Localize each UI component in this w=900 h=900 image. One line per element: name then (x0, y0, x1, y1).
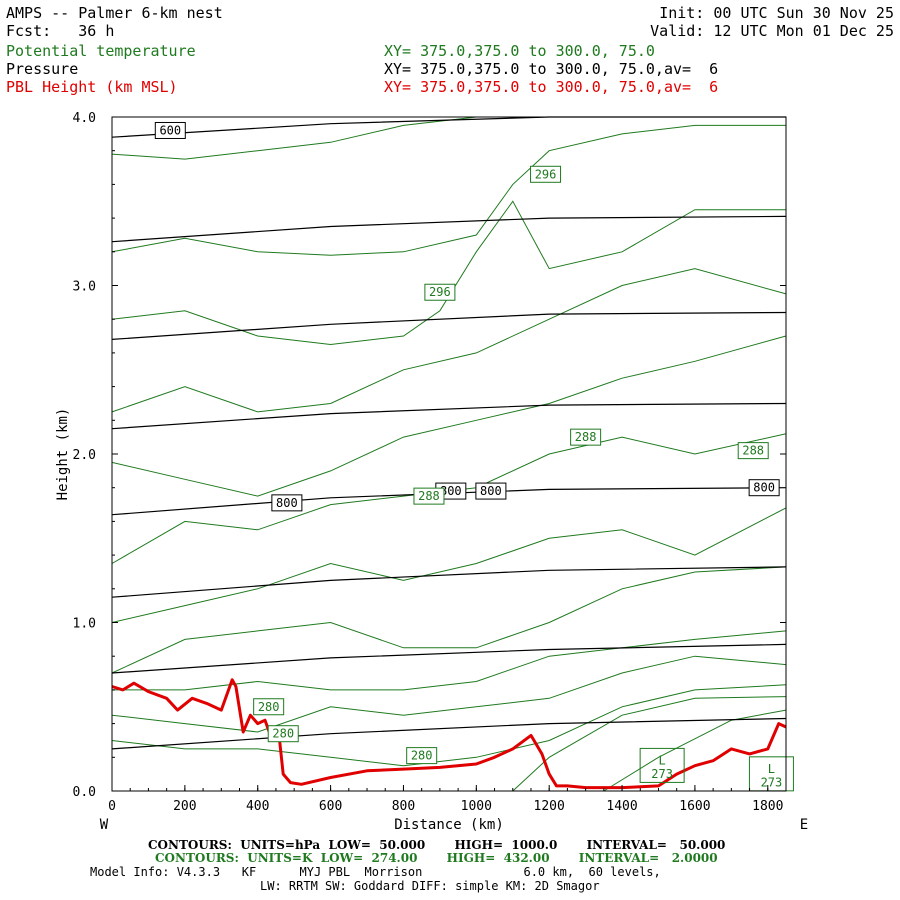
pressure-contour-6 (111, 215, 787, 243)
theta-label-7-box (406, 747, 438, 765)
theta-label-7: 280 (411, 749, 433, 763)
footer-pressure-contours: CONTOURS: UNITS=hPa LOW= 50.000 HIGH= 10… (148, 838, 726, 852)
plot-frame (111, 116, 787, 792)
legend-theta-xy: XY= 375.0,375.0 to 300.0, 75.0 (384, 42, 655, 60)
pressure-contour-7 (111, 116, 786, 138)
low-label-0: L (659, 754, 666, 768)
theta-label-0: 296 (535, 167, 557, 181)
theta-contour-11 (512, 696, 787, 792)
footer-theta-contours: CONTOURS: UNITS=K LOW= 274.00 HIGH= 432.… (155, 851, 718, 865)
theta-label-2-box (570, 428, 602, 446)
x-tick-label-1: 200 (173, 799, 196, 814)
pressure-label-4-box (748, 479, 780, 497)
theta-label-0-box (530, 165, 562, 183)
theta-label-4: 288 (418, 489, 440, 503)
theta-contour-4 (111, 335, 787, 497)
x-tick-label-5: 1000 (461, 799, 492, 814)
pressure-contour-0 (111, 717, 787, 750)
pressure-label-3-box (475, 482, 507, 500)
init-time: Init: 00 UTC Sun 30 Nov 25 (659, 4, 894, 22)
footer-physics: LW: RRTM SW: Goddard DIFF: simple KM: 2D… (260, 879, 600, 893)
west-label: W (100, 817, 109, 833)
legend-pbl-name: PBL Height (km MSL) (6, 78, 178, 96)
x-axis-label: Distance (km) (394, 817, 504, 833)
pressure-label-3: 800 (480, 484, 502, 498)
x-tick-label-4: 800 (392, 799, 415, 814)
theta-contour-0 (111, 116, 786, 160)
east-label: E (800, 817, 808, 833)
x-tick-label-0: 0 (108, 799, 116, 814)
pressure-label-1: 800 (276, 496, 298, 510)
x-tick-label-2: 400 (246, 799, 269, 814)
x-tick-label-6: 1200 (534, 799, 565, 814)
x-tick-label-9: 1800 (752, 799, 783, 814)
y-tick-label-3: 3.0 (73, 280, 96, 295)
low-label-1: 273 (651, 767, 673, 781)
axes: 0.0 1.0 2.0 3.0 4.0 0 200 400 600 800 1000 1200 1400… (55, 111, 808, 833)
pressure-contour-1 (111, 643, 787, 674)
theta-contour-12 (603, 709, 787, 792)
x-tick-label-3: 600 (319, 799, 342, 814)
theta-contours (111, 116, 787, 792)
x-tick-label-8: 1600 (679, 799, 710, 814)
y-tick-label-0: 0.0 (73, 785, 96, 800)
theta-label-5: 280 (258, 700, 280, 714)
low-label-3: 273 (761, 776, 783, 790)
y-tick-label-4: 4.0 (73, 111, 96, 126)
x-tick-label-7: 1400 (606, 799, 637, 814)
legend-theta-name: Potential temperature (6, 42, 196, 60)
theta-contour-3 (111, 268, 787, 413)
theta-contour-6 (111, 507, 787, 623)
pressure-contours (111, 116, 787, 750)
pressure-contour-5 (111, 311, 787, 340)
pressure-label-4: 800 (753, 481, 775, 495)
pressure-label-0-box (154, 121, 186, 139)
pressure-label-0: 600 (159, 123, 181, 137)
theta-label-6-box (267, 725, 299, 743)
low-label-2: L (768, 762, 775, 776)
theta-contour-8 (112, 630, 787, 691)
theta-contour-10 (111, 684, 787, 767)
theta-label-6: 280 (272, 727, 294, 741)
y-axis-label: Height (km) (55, 408, 71, 501)
chart-title: AMPS -- Palmer 6-km nest (6, 4, 223, 22)
valid-time: Valid: 12 UTC Mon 01 Dec 25 (650, 22, 894, 40)
footer-model-info: Model Info: V4.3.3 KF MYJ PBL Morrison 6… (90, 865, 661, 879)
pressure-label-1-box (271, 494, 303, 512)
theta-contour-1 (111, 124, 786, 256)
legend-pbl-xy: XY= 375.0,375.0 to 300.0, 75.0,av= 6 (384, 78, 719, 96)
pbl-height-line (111, 678, 787, 790)
pbl-height-series (111, 678, 787, 790)
pressure-contour-4 (111, 402, 787, 430)
theta-label-4-box (413, 487, 445, 505)
y-tick-label-2: 2.0 (73, 448, 96, 463)
y-tick-label-1: 1.0 (73, 617, 96, 632)
theta-label-3: 288 (742, 444, 764, 458)
theta-label-5-box (253, 698, 285, 716)
theta-label-1: 296 (429, 285, 451, 299)
contour-labels: 600 800 800 800 800 296 296 288 288 288 280 280 280 L… (154, 121, 794, 792)
forecast-hour: Fcst: 36 h (6, 22, 115, 40)
theta-label-3-box (737, 442, 769, 460)
legend-pressure-name: Pressure (6, 60, 79, 78)
theta-contour-2 (111, 200, 786, 346)
legend-pressure-xy: XY= 375.0,375.0 to 300.0, 75.0,av= 6 (384, 60, 719, 78)
theta-contour-9 (111, 655, 787, 733)
low-box-0 (639, 747, 685, 783)
pressure-contour-2 (111, 566, 787, 598)
theta-contour-7 (111, 566, 787, 674)
pressure-label-2: 800 (440, 484, 462, 498)
theta-label-1-box (424, 283, 456, 301)
theta-label-2: 288 (575, 430, 597, 444)
